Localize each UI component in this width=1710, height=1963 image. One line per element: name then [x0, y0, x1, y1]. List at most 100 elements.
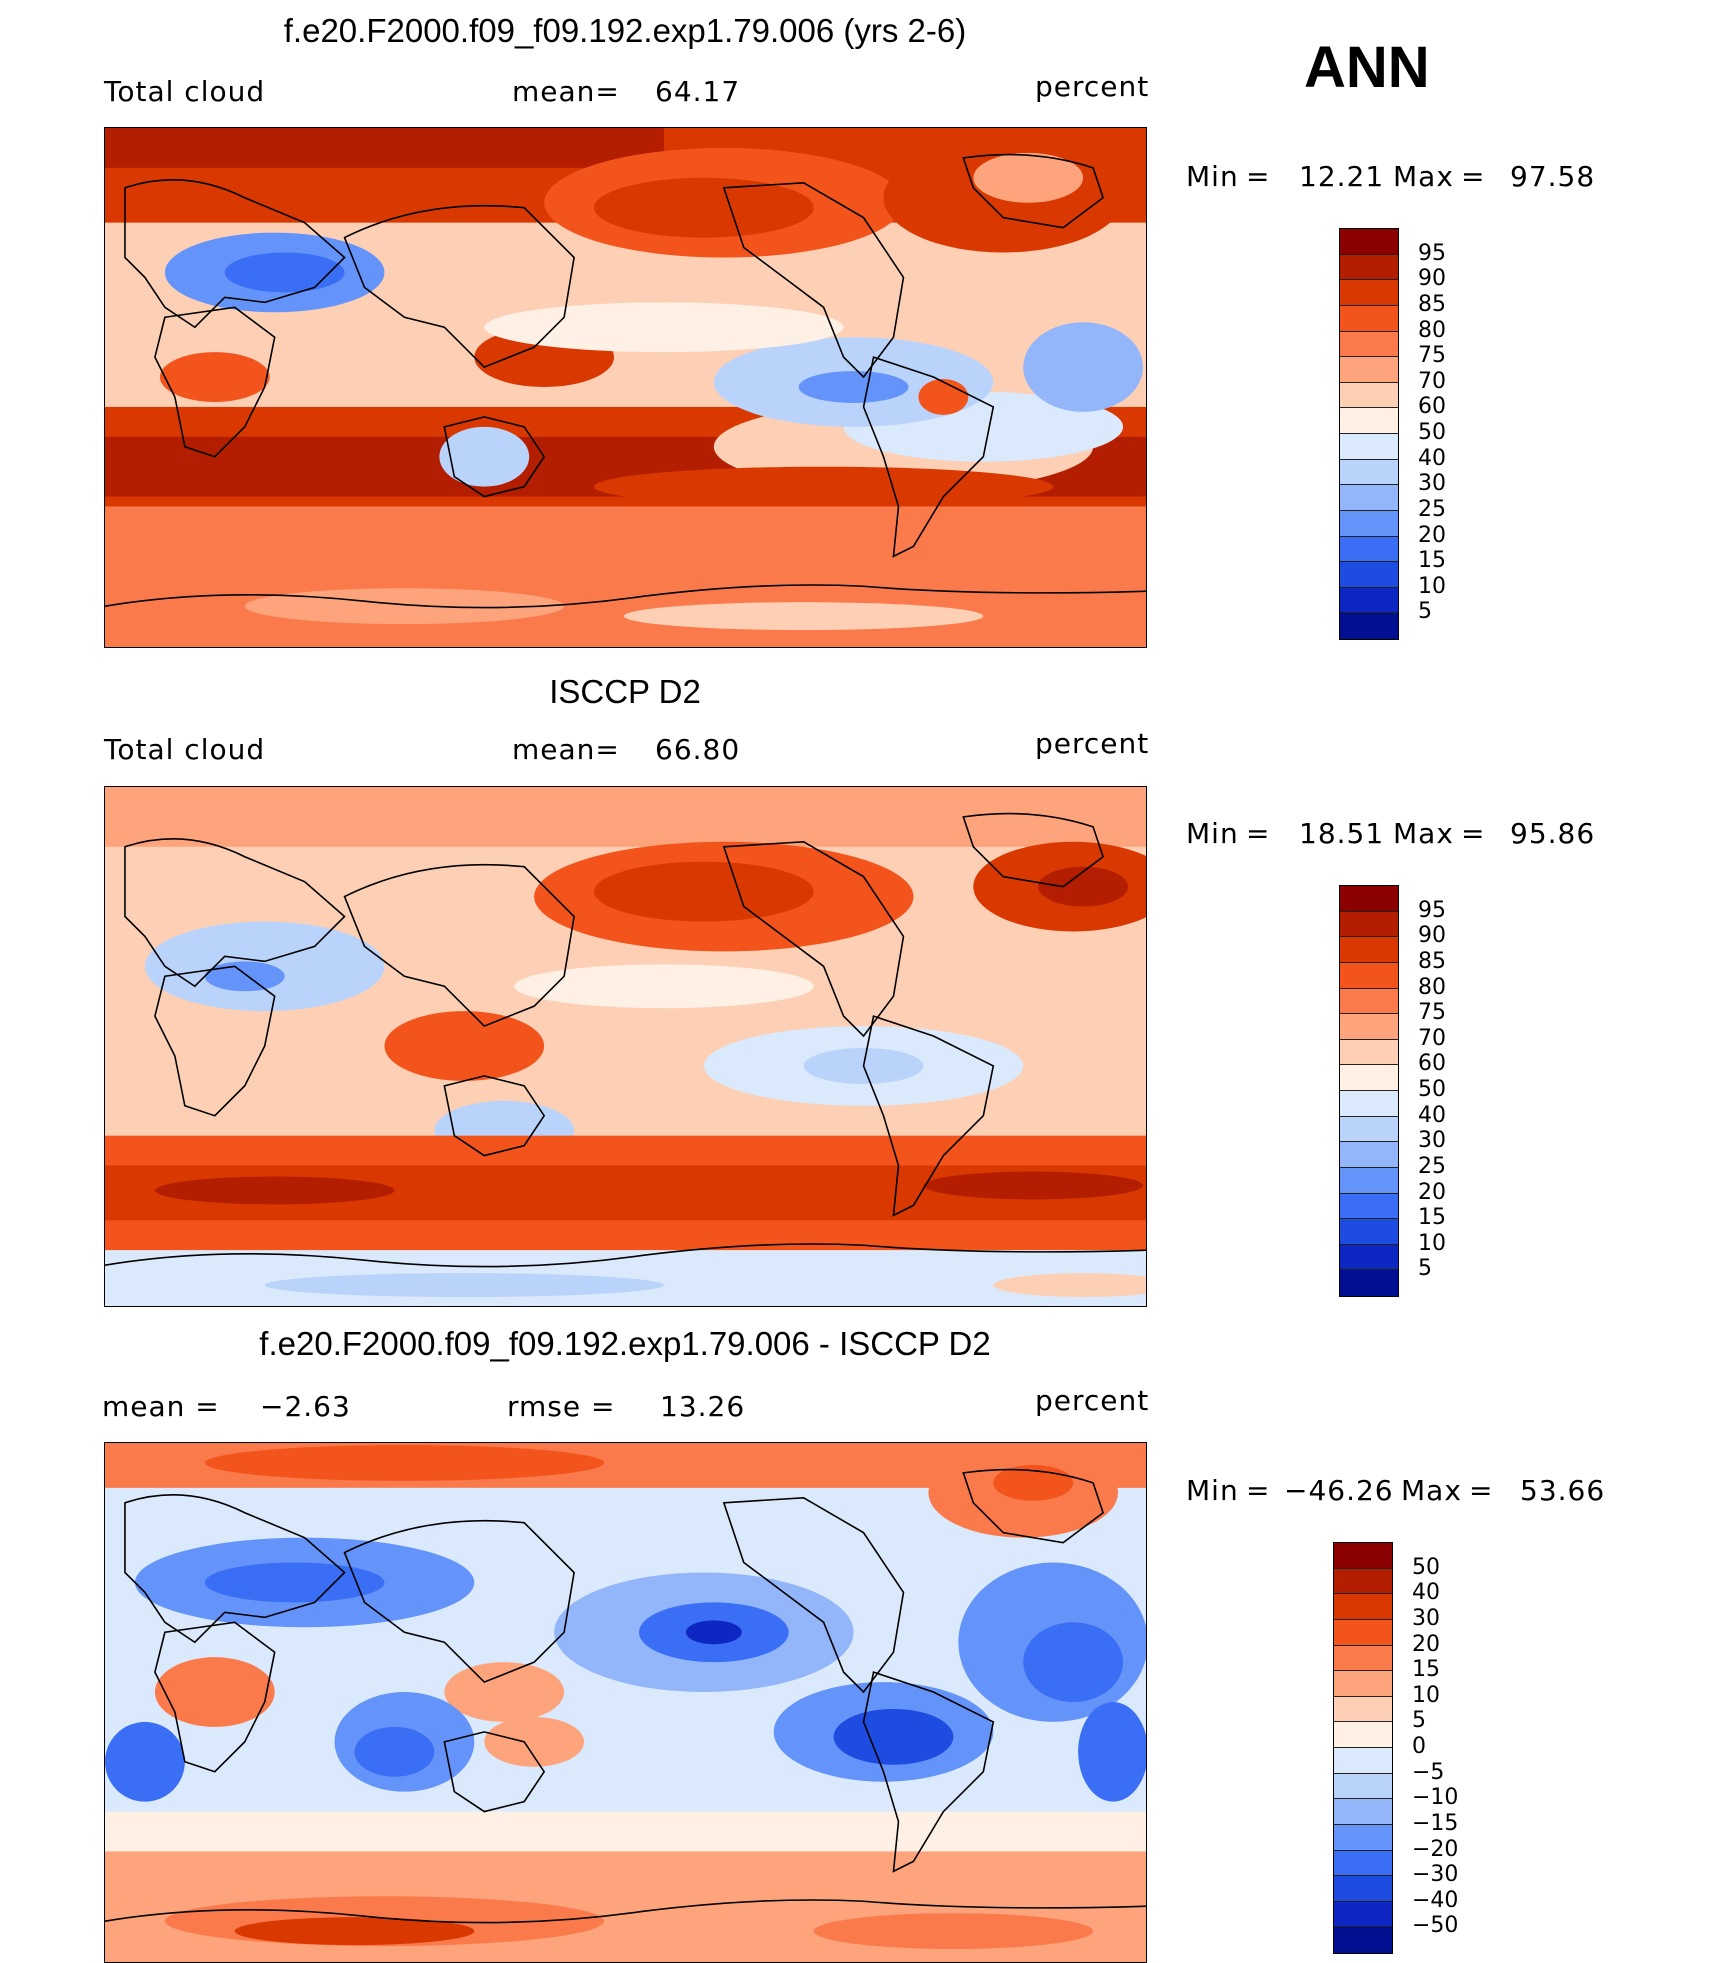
colorbar-swatch: [1340, 937, 1398, 963]
colorbar-swatch: [1340, 1244, 1398, 1271]
panel1-min-value: 12.21: [1299, 160, 1385, 193]
panel1-min-label: Min: [1186, 160, 1239, 193]
panel2-mean-value: 66.80: [655, 733, 741, 766]
colorbar-swatch: [1340, 1219, 1398, 1245]
panel2-max-value: 95.86: [1510, 817, 1596, 850]
colorbar-swatch: [1340, 1142, 1398, 1168]
panel2-min-eq: =: [1246, 817, 1271, 850]
colorbar-swatch: [1340, 382, 1398, 409]
panel3-max-eq: =: [1469, 1474, 1494, 1507]
colorbar-tick-label: 5: [1418, 1256, 1432, 1282]
colorbar-swatch: [1340, 1167, 1398, 1194]
panel2-map: [104, 786, 1147, 1307]
colorbar-tick-label: 75: [1418, 343, 1446, 369]
colorbar-swatch: [1340, 408, 1398, 434]
colorbar-tick-label: 70: [1418, 1025, 1446, 1051]
colorbar-swatch: [1340, 562, 1398, 588]
panel3-min-label: Min: [1186, 1474, 1239, 1507]
colorbar-swatch: [1340, 536, 1398, 563]
colorbar-swatch: [1340, 434, 1398, 460]
colorbar-swatch: [1334, 1799, 1392, 1825]
colorbar-swatch: [1334, 1645, 1392, 1672]
panel1-map: [104, 127, 1147, 648]
colorbar-tick-label: 50: [1418, 1077, 1446, 1102]
colorbar-swatch: [1334, 1722, 1392, 1748]
colorbar-tick-label: 30: [1418, 1128, 1446, 1154]
colorbar-tick-label: 20: [1418, 1179, 1446, 1205]
panel1-mean-value: 64.17: [655, 75, 741, 108]
colorbar-swatch: [1334, 1901, 1392, 1928]
colorbar-tick-label: 95: [1418, 240, 1446, 266]
panel2-mean-label: mean=: [512, 733, 620, 766]
colorbar-tick-label: 20: [1412, 1631, 1440, 1657]
colorbar-tick-label: 50: [1418, 420, 1446, 445]
colorbar-swatch: [1340, 962, 1398, 989]
colorbar-tick-label: 80: [1418, 974, 1446, 1000]
colorbar-tick-label: 0: [1412, 1734, 1426, 1759]
colorbar-tick-label: 25: [1418, 1153, 1446, 1179]
colorbar-swatch: [1340, 459, 1398, 486]
colorbar-tick-label: 25: [1418, 496, 1446, 522]
colorbar-tick-label: 70: [1418, 368, 1446, 394]
colorbar-tick-label: 85: [1418, 948, 1446, 974]
colorbar-tick-label: 50: [1412, 1554, 1440, 1580]
panel2-map-svg: [105, 787, 1146, 1306]
colorbar-tick-label: −15: [1412, 1810, 1459, 1836]
colorbar-tick-label: 90: [1418, 266, 1446, 292]
colorbar-swatch: [1340, 587, 1398, 614]
colorbar-swatch: [1340, 280, 1398, 306]
colorbar-tick-label: −20: [1412, 1836, 1459, 1862]
colorbar-swatch: [1340, 485, 1398, 511]
colorbar-swatch: [1340, 1193, 1398, 1220]
colorbar-tick-label: 95: [1418, 897, 1446, 923]
colorbar-tick-label: 60: [1418, 1051, 1446, 1077]
panel1-max-label: Max: [1393, 160, 1454, 193]
colorbar-tick-label: 40: [1418, 445, 1446, 471]
colorbar-tick-label: 20: [1418, 522, 1446, 548]
colorbar-swatch: [1334, 1927, 1392, 1953]
panel2-min-value: 18.51: [1299, 817, 1385, 850]
panel3-title: f.e20.F2000.f09_f09.192.exp1.79.006 - IS…: [259, 1325, 991, 1362]
panel1-map-svg: [105, 128, 1146, 647]
colorbar-tick-label: −30: [1412, 1862, 1459, 1888]
panel2-left-label: Total cloud: [104, 733, 266, 766]
panel3-map: [104, 1442, 1147, 1963]
panel1-max-eq: =: [1461, 160, 1486, 193]
colorbar-tick-label: −10: [1412, 1785, 1459, 1811]
panel2-max-label: Max: [1393, 817, 1454, 850]
colorbar-tick-label: 15: [1412, 1657, 1440, 1683]
colorbar-tick-label: 15: [1418, 1205, 1446, 1231]
colorbar-tick-label: −5: [1412, 1759, 1445, 1785]
panel1-mean-label: mean=: [512, 75, 620, 108]
colorbar-swatch: [1334, 1824, 1392, 1851]
colorbar-tick-label: 90: [1418, 923, 1446, 949]
colorbar-swatch: [1340, 254, 1398, 281]
panel3-rmse-value: 13.26: [660, 1390, 746, 1423]
colorbar-swatch: [1334, 1543, 1392, 1569]
panel1-left-label: Total cloud: [104, 75, 266, 108]
colorbar-tick-label: −40: [1412, 1887, 1459, 1913]
panel2-colorbar: [1339, 885, 1399, 1297]
colorbar-swatch: [1340, 1065, 1398, 1091]
colorbar-swatch: [1334, 1619, 1392, 1646]
colorbar-swatch: [1334, 1594, 1392, 1620]
panel2-units: percent: [1035, 727, 1150, 760]
colorbar-swatch: [1334, 1773, 1392, 1800]
colorbar-tick-label: 40: [1412, 1580, 1440, 1606]
panel3-mean-label: mean =: [102, 1390, 220, 1423]
season-label: ANN: [1304, 35, 1430, 100]
panel2-max-eq: =: [1461, 817, 1486, 850]
panel3-mean-value: −2.63: [260, 1390, 351, 1423]
colorbar-tick-label: 10: [1418, 573, 1446, 599]
colorbar-swatch: [1340, 1014, 1398, 1040]
colorbar-tick-label: 40: [1418, 1102, 1446, 1128]
colorbar-swatch: [1334, 1850, 1392, 1877]
colorbar-tick-label: 5: [1412, 1708, 1426, 1734]
colorbar-swatch: [1334, 1671, 1392, 1697]
panel3-rmse-label: rmse =: [507, 1390, 616, 1423]
colorbar-tick-label: 80: [1418, 317, 1446, 343]
panel1-title: f.e20.F2000.f09_f09.192.exp1.79.006 (yrs…: [283, 12, 967, 49]
panel1-units: percent: [1035, 70, 1150, 103]
colorbar-swatch: [1334, 1568, 1392, 1595]
colorbar-swatch: [1340, 1039, 1398, 1066]
